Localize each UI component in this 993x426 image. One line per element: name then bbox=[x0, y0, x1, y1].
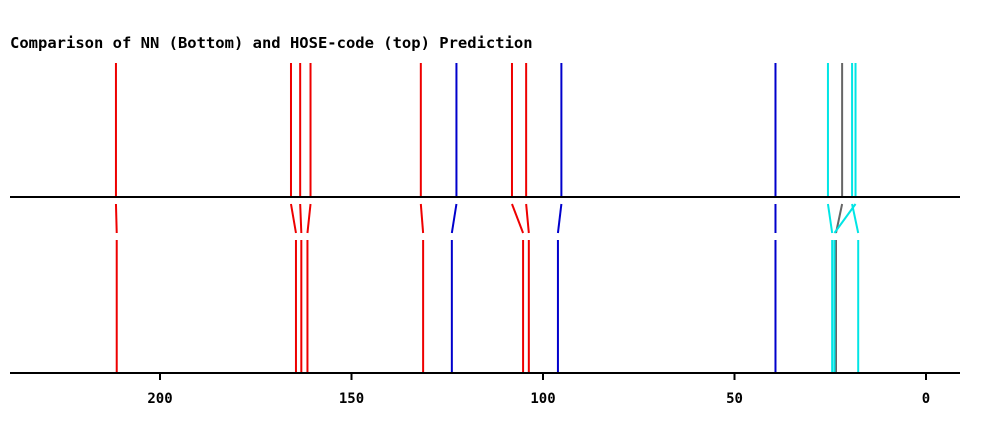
x-tick-label: 0 bbox=[922, 391, 930, 407]
peak-connector bbox=[419, 203, 425, 234]
peak-connectors bbox=[114, 203, 860, 234]
top-spectrum-hose bbox=[114, 63, 857, 197]
bottom-spectrum-nn bbox=[115, 240, 860, 373]
peak-connector bbox=[511, 203, 525, 234]
x-tick-label: 100 bbox=[530, 391, 555, 407]
chart-title: Comparison of NN (Bottom) and HOSE-code … bbox=[10, 34, 533, 52]
x-axis: 200 150 100 50 0 bbox=[147, 373, 930, 407]
peak-connector bbox=[114, 203, 118, 234]
x-tick-label: 50 bbox=[726, 391, 743, 407]
peak-connector bbox=[306, 203, 312, 234]
peak-connector bbox=[299, 203, 303, 234]
peak-connector bbox=[833, 203, 857, 234]
peak-connector bbox=[450, 203, 458, 234]
peak-connector bbox=[826, 203, 834, 234]
x-tick-label: 200 bbox=[147, 391, 172, 407]
peak-connector bbox=[525, 203, 530, 234]
x-tick-label: 150 bbox=[339, 391, 364, 407]
peak-connector bbox=[556, 203, 563, 234]
peak-connector bbox=[290, 203, 297, 234]
